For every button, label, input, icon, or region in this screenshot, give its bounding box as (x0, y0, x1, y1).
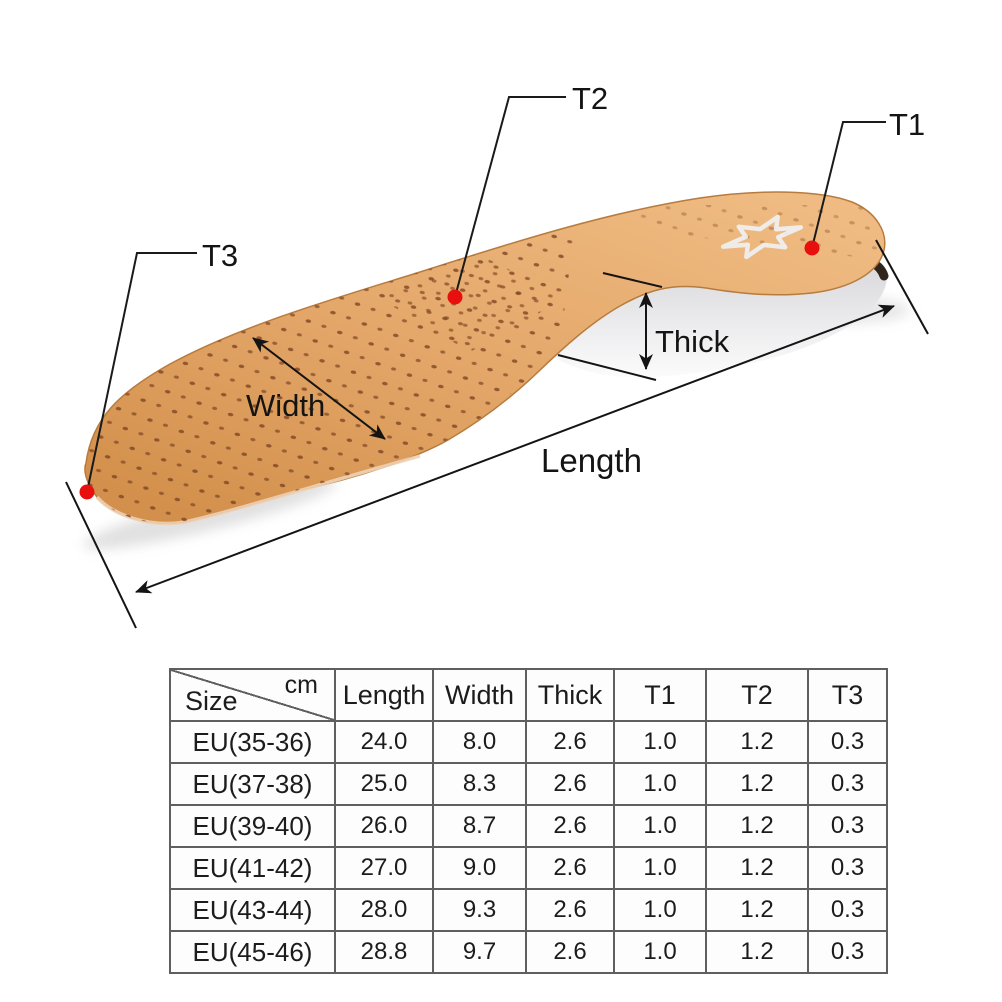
star-logo-icon (720, 214, 804, 260)
length-dimension (65, 239, 929, 629)
size-cell: EU(45-46) (169, 930, 336, 974)
size-cell: EU(43-44) (169, 888, 336, 932)
unit-label: cm (284, 671, 318, 699)
value-cell: 9.7 (432, 930, 527, 974)
value-cell: 8.7 (432, 804, 527, 848)
column-header: T3 (807, 668, 888, 722)
value-cell: 2.6 (525, 846, 615, 890)
table-row: EU(45-46) 28.8 9.7 2.6 1.0 1.2 0.3 (169, 930, 888, 974)
size-cell: EU(39-40) (169, 804, 336, 848)
value-cell: 0.3 (807, 804, 888, 848)
column-header: Length (334, 668, 434, 722)
t2-leader-line (454, 96, 566, 298)
table-header-row: cm Size Length Width Thick T1 T2 T3 (169, 668, 888, 722)
table-row: EU(43-44) 28.0 9.3 2.6 1.0 1.2 0.3 (169, 888, 888, 932)
value-cell: 0.3 (807, 930, 888, 974)
measure-markers (79, 240, 820, 500)
value-cell: 0.3 (807, 846, 888, 890)
size-cell: EU(35-36) (169, 720, 336, 764)
value-cell: 9.3 (432, 888, 527, 932)
column-header: Width (432, 668, 527, 722)
t3-marker (79, 484, 95, 500)
value-cell: 1.2 (705, 846, 809, 890)
table-row: EU(41-42) 27.0 9.0 2.6 1.0 1.2 0.3 (169, 846, 888, 890)
value-cell: 1.0 (613, 804, 707, 848)
insole-measurement-diagram: Thick Width Length T2 T1 T3 (65, 81, 929, 629)
t1-label: T1 (889, 107, 925, 142)
t1-marker (804, 240, 820, 256)
value-cell: 1.0 (613, 762, 707, 806)
value-cell: 1.2 (705, 930, 809, 974)
length-label: Length (541, 442, 642, 479)
value-cell: 2.6 (525, 762, 615, 806)
value-cell: 1.2 (705, 720, 809, 764)
value-cell: 2.6 (525, 804, 615, 848)
table-row: EU(35-36) 24.0 8.0 2.6 1.0 1.2 0.3 (169, 720, 888, 764)
t3-label: T3 (202, 238, 238, 273)
value-cell: 26.0 (334, 804, 434, 848)
value-cell: 2.6 (525, 930, 615, 974)
value-cell: 0.3 (807, 888, 888, 932)
value-cell: 0.3 (807, 720, 888, 764)
width-label: Width (246, 388, 325, 423)
size-cell: EU(41-42) (169, 846, 336, 890)
length-witness-left (65, 481, 137, 629)
t2-label: T2 (572, 81, 608, 116)
value-cell: 1.0 (613, 888, 707, 932)
value-cell: 28.0 (334, 888, 434, 932)
value-cell: 1.0 (613, 930, 707, 974)
value-cell: 1.0 (613, 846, 707, 890)
leader-lines (86, 96, 886, 493)
thick-label: Thick (655, 324, 730, 359)
table-row: EU(39-40) 26.0 8.7 2.6 1.0 1.2 0.3 (169, 804, 888, 848)
size-cell: EU(37-38) (169, 762, 336, 806)
column-header: T1 (613, 668, 707, 722)
value-cell: 9.0 (432, 846, 527, 890)
thick-top-tick (602, 272, 663, 288)
value-cell: 28.8 (334, 930, 434, 974)
size-table-body: EU(35-36) 24.0 8.0 2.6 1.0 1.2 0.3 EU(37-38) 25.… (169, 720, 888, 974)
value-cell: 1.2 (705, 804, 809, 848)
size-chart-table: cm Size Length Width Thick T1 T2 T3 EU(35-36)… (169, 668, 888, 974)
value-cell: 8.0 (432, 720, 527, 764)
corner-header-cell: cm Size (169, 668, 336, 722)
value-cell: 2.6 (525, 888, 615, 932)
size-label: Size (185, 686, 238, 716)
length-arrow (135, 304, 895, 594)
value-cell: 25.0 (334, 762, 434, 806)
value-cell: 1.2 (705, 888, 809, 932)
value-cell: 8.3 (432, 762, 527, 806)
value-cell: 0.3 (807, 762, 888, 806)
value-cell: 2.6 (525, 720, 615, 764)
column-header: T2 (705, 668, 809, 722)
length-witness-right (875, 239, 929, 335)
value-cell: 24.0 (334, 720, 434, 764)
value-cell: 1.0 (613, 720, 707, 764)
table-row: EU(37-38) 25.0 8.3 2.6 1.0 1.2 0.3 (169, 762, 888, 806)
t1-leader-line (811, 121, 886, 249)
value-cell: 27.0 (334, 846, 434, 890)
t2-marker (447, 289, 463, 305)
value-cell: 1.2 (705, 762, 809, 806)
t3-leader-line (86, 252, 197, 493)
column-header: Thick (525, 668, 615, 722)
